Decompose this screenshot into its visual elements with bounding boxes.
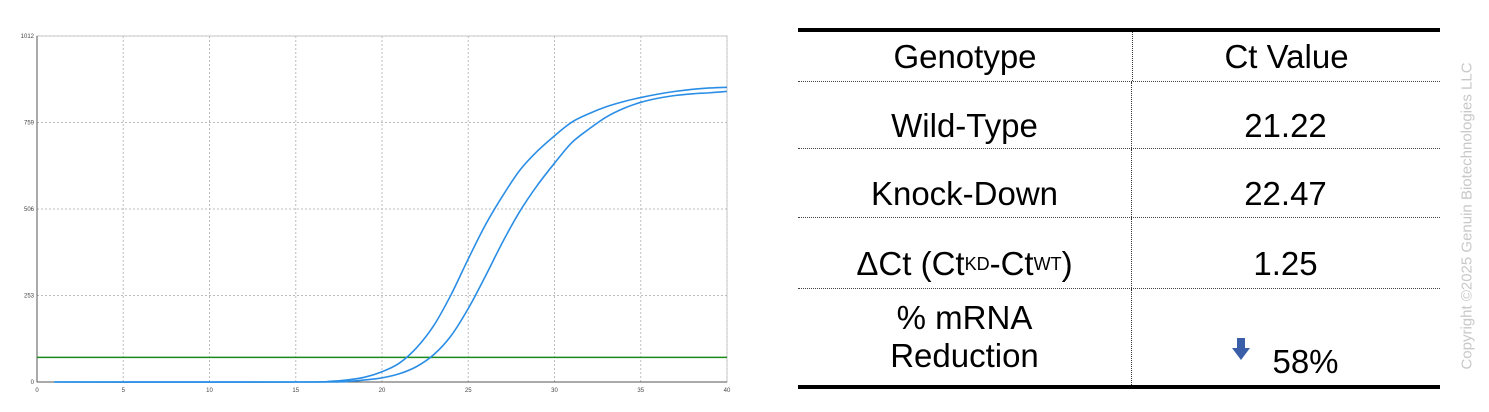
amplification-curve-2 bbox=[54, 90, 728, 383]
row-value: 21.22 bbox=[1244, 107, 1327, 145]
header-ct-value: Ct Value bbox=[1224, 37, 1349, 75]
amplification-curve-1 bbox=[54, 86, 728, 383]
copyright-watermark: Copyright ©2025 Genuin Biotechnologies L… bbox=[1458, 62, 1476, 370]
x-tick-label: 35 bbox=[637, 388, 644, 394]
y-tick-label: 0 bbox=[31, 380, 35, 386]
row-divider bbox=[798, 81, 1440, 82]
row-divider bbox=[798, 288, 1440, 289]
y-tick-label: 1012 bbox=[21, 34, 35, 40]
row-divider bbox=[798, 217, 1440, 218]
table-row-delta-ct: ΔCt (Ct KD -Ct WT) 1.25 bbox=[798, 218, 1440, 288]
y-tick-label: 506 bbox=[24, 207, 35, 213]
x-tick-label: 40 bbox=[724, 388, 731, 394]
row-value: 22.47 bbox=[1244, 175, 1327, 213]
x-tick-label: 0 bbox=[35, 388, 39, 394]
x-tick-label: 5 bbox=[122, 388, 126, 394]
row-divider bbox=[798, 148, 1440, 149]
x-tick-label: 10 bbox=[206, 388, 213, 394]
x-tick-label: 15 bbox=[292, 388, 299, 394]
table-top-rule bbox=[798, 28, 1440, 32]
y-tick-label: 759 bbox=[24, 121, 35, 127]
x-tick-label: 20 bbox=[379, 388, 386, 394]
row-label: Knock-Down bbox=[798, 149, 1132, 217]
row-label: % mRNA Reduction bbox=[798, 289, 1132, 385]
row-label: Wild-Type bbox=[798, 82, 1132, 148]
chart-svg: 0 5 10 15 20 25 30 35 40 0 253 506 759 1012 bbox=[21, 34, 731, 394]
table-row-knock-down: Knock-Down 22.47 bbox=[798, 149, 1440, 217]
qpcr-amplification-chart: 0 5 10 15 20 25 30 35 40 0 253 506 759 1012 bbox=[21, 34, 731, 394]
delta-ct-label-part: ) bbox=[1061, 245, 1073, 283]
table-row-wild-type: Wild-Type 21.22 bbox=[798, 82, 1440, 148]
x-tick-label: 30 bbox=[551, 388, 558, 394]
row-value: 58% bbox=[1132, 289, 1439, 385]
row-value: 1.25 bbox=[1253, 245, 1318, 283]
y-tick-label: 253 bbox=[24, 294, 35, 300]
reduction-percent: 58% bbox=[1272, 343, 1339, 381]
ct-value-table: Genotype Ct Value Wild-Type 21.22 Knock-… bbox=[798, 0, 1440, 412]
delta-ct-label-part: ΔCt (Ct bbox=[856, 245, 965, 283]
table-header-row: Genotype Ct Value bbox=[798, 32, 1440, 81]
delta-ct-label-part: -Ct bbox=[989, 245, 1034, 283]
down-arrow-icon bbox=[1232, 337, 1251, 360]
table-row-mrna-reduction: % mRNA Reduction 58% bbox=[798, 289, 1440, 385]
reduction-value: 58% bbox=[1232, 337, 1339, 381]
delta-ct-subscript-kd: KD bbox=[964, 253, 990, 274]
delta-ct-subscript-wt: WT bbox=[1033, 253, 1062, 274]
table-bottom-rule bbox=[798, 385, 1440, 389]
header-genotype: Genotype bbox=[798, 32, 1133, 81]
row-label: ΔCt (Ct KD -Ct WT) bbox=[798, 218, 1132, 288]
x-tick-label: 25 bbox=[465, 388, 472, 394]
